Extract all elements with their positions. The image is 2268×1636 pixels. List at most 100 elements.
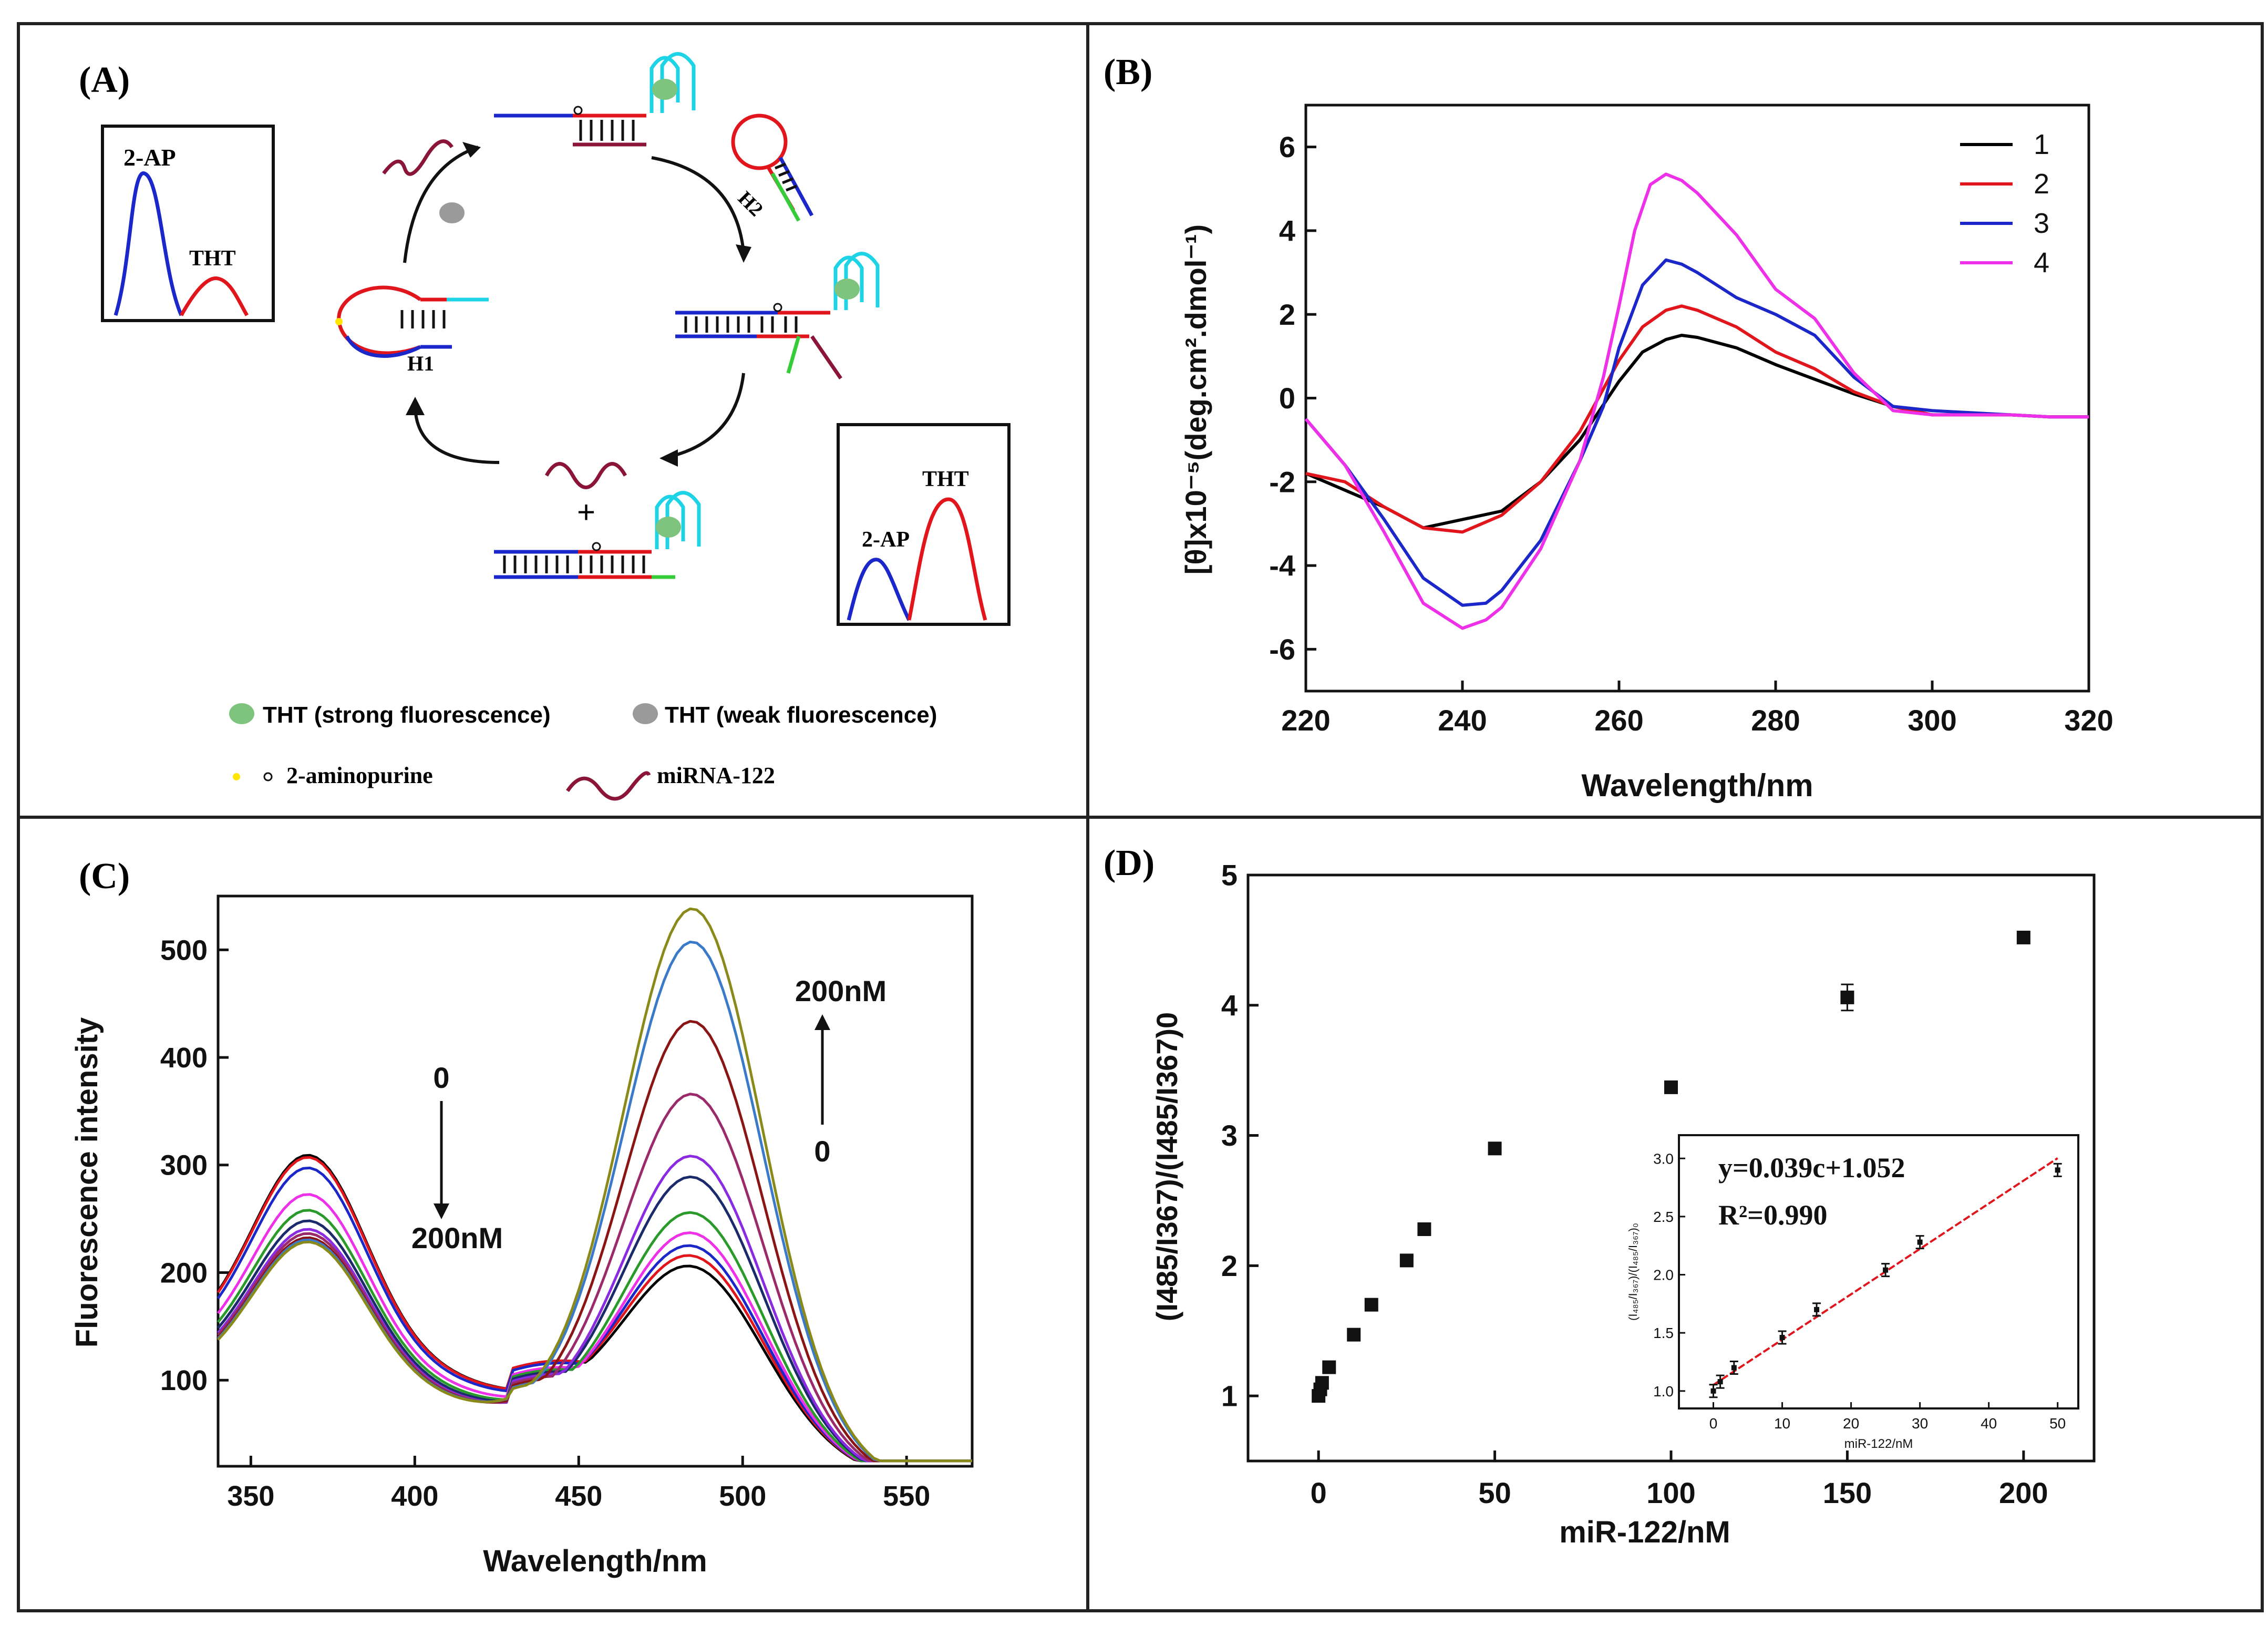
gray-tht-icon (439, 202, 465, 223)
chart-c-annotation-right-bottom: 0 (814, 1135, 830, 1168)
h2-loop (731, 114, 788, 170)
chart-b-y-tick-label: 6 (1279, 130, 1295, 163)
chart-b-x-tick-label: 280 (1751, 704, 1800, 737)
panel-label-a: (A) (79, 60, 130, 100)
chart-d-inset-x-tick-label: 40 (1981, 1415, 1997, 1432)
right-tht-icon (834, 279, 860, 300)
chart-d-inset-x-tick-label: 20 (1843, 1415, 1859, 1432)
chart-d-point-3 (1322, 1360, 1336, 1374)
chart-c-x-tick-label: 350 (227, 1480, 274, 1512)
chart-d-inset-point-2 (1731, 1365, 1737, 1371)
mirna-top-left (382, 139, 453, 176)
chart-c-series-line-c10 (217, 940, 972, 1463)
chart-d-point-9 (1664, 1080, 1678, 1094)
right-complex-2ap (773, 303, 782, 312)
h1-bonds (400, 310, 446, 328)
chart-d-inset-x-tick-label: 30 (1912, 1415, 1928, 1432)
chart-d-inset-point-4 (1814, 1306, 1820, 1312)
chart-b-y-tick-label: -6 (1269, 633, 1295, 666)
chart-c-series-line-c8 (217, 1093, 972, 1463)
chart-c-x-axis-label: Wavelength/nm (483, 1544, 707, 1578)
chart-d-x-tick-label: 0 (1311, 1476, 1327, 1509)
chart-b-legend-label-2: 2 (2034, 168, 2049, 200)
chart-c-x-tick-label: 450 (555, 1480, 602, 1512)
chart-d-y-tick-label: 3 (1221, 1119, 1238, 1152)
bottom-tht-icon (656, 517, 681, 538)
chart-d-x-tick-label: 50 (1478, 1476, 1511, 1509)
legend-tht-strong-icon (229, 703, 254, 724)
legend-mirna: miRNA-122 (657, 763, 775, 788)
chart-d-x-tick-label: 100 (1646, 1476, 1695, 1509)
inset-right-2ap-curve (847, 558, 911, 621)
chart-b-x-tick-label: 220 (1281, 704, 1330, 737)
chart-b-x-tick-label: 320 (2064, 704, 2113, 737)
panel-d-frame (1086, 816, 2264, 1612)
chart-d-inset-y-tick-label: 2.0 (1653, 1267, 1674, 1283)
inset-left-tht-curve (179, 276, 249, 316)
chart-b-y-tick-label: 2 (1279, 298, 1295, 331)
legend-aminopurine: 2-aminopurine (286, 763, 433, 788)
top-2ap-marker (573, 106, 583, 115)
chart-c: 350 400 450 500 550 100 200 300 400 500 Wavelength… (70, 894, 974, 1578)
panel-label-c: (C) (79, 856, 130, 897)
chart-c-y-tick-label: 500 (160, 934, 208, 966)
chart-d-x-axis-label: miR-122/nM (1559, 1515, 1730, 1549)
chart-c-x-tick-label: 550 (883, 1480, 930, 1512)
arrowhead-1 (462, 142, 481, 158)
chart-b-series-line-4 (1304, 172, 2089, 630)
chart-b-legend-label-3: 3 (2034, 208, 2049, 239)
chart-c-annotation-right-top: 200nM (795, 974, 886, 1007)
arrowhead-4 (406, 397, 425, 415)
chart-c-y-tick-label: 200 (160, 1257, 208, 1289)
arrowhead-3 (659, 449, 678, 467)
chart-d-inset-x-tick-label: 0 (1709, 1415, 1718, 1432)
chart-b: 220 240 260 280 300 320 -6 -4 -2 0 2 4 6 Wavelength/n… (1179, 104, 2114, 803)
chart-d-inset-y-tick-label: 3.0 (1653, 1150, 1674, 1167)
panel-label-d: (D) (1104, 843, 1154, 883)
legend-mirna-icon (566, 771, 651, 801)
inset-left-box (101, 125, 275, 322)
chart-d-inset-y-tick-label: 1.0 (1653, 1383, 1674, 1400)
chart-b-y-tick-label: 4 (1279, 214, 1295, 248)
chart-c-arrow-up-head (815, 1014, 830, 1030)
chart-d-inset-x-tick-label: 10 (1774, 1415, 1790, 1432)
chart-d-inset-frame (1678, 1134, 2079, 1409)
chart-d-inset-x-axis-label: miR-122/nM (1844, 1437, 1913, 1451)
inset-right-box (837, 423, 1011, 626)
chart-c-arrow-down-head (434, 1203, 449, 1219)
bottom-complex-2ap (592, 542, 601, 551)
chart-d-inset-r2: R²=0.990 (1718, 1199, 1827, 1231)
chart-b-x-tick-label: 260 (1594, 704, 1643, 737)
chart-b-y-tick-label: -2 (1269, 465, 1295, 498)
chart-b-series-line-2 (1305, 304, 2089, 534)
chart-b-y-tick-label: -4 (1269, 549, 1295, 582)
panel-a-frame (17, 22, 1089, 819)
chart-d-inset-point-7 (2055, 1167, 2060, 1173)
chart-d-x-tick-label: 150 (1823, 1476, 1872, 1509)
right-complex-green (786, 336, 801, 374)
chart-d-y-tick-label: 5 (1221, 859, 1238, 892)
h2-bonds (775, 162, 797, 192)
chart-d-inset-y-tick-label: 1.5 (1653, 1325, 1674, 1341)
chart-b-x-tick-label: 240 (1438, 704, 1487, 737)
chart-c-series-line-c11 (217, 907, 972, 1463)
chart-d-point-2 (1315, 1376, 1329, 1390)
chart-b-x-axis-label: Wavelength/nm (1581, 768, 1813, 803)
cycle-arrow-bottom-left (414, 404, 500, 464)
chart-d-x-tick-label: 200 (1999, 1476, 2048, 1509)
chart-b-y-axis-label: [θ]x10⁻⁵(deg.cm².dmol⁻¹) (1179, 224, 1212, 574)
chart-d-point-5 (1364, 1298, 1378, 1312)
panel-label-b: (B) (1104, 52, 1152, 92)
chart-d-inset-y-tick-label: 2.5 (1653, 1209, 1674, 1225)
chart-c-annotation-left-top: 0 (433, 1061, 449, 1094)
chart-c-y-tick-label: 100 (160, 1365, 208, 1396)
top-duplex-bonds (579, 120, 635, 141)
chart-d-inset-point-1 (1717, 1379, 1723, 1385)
bottom-gquad-icon (655, 491, 701, 549)
legend-tht-weak: THT (weak fluorescence) (665, 702, 937, 728)
legend-2ap-dot-white (263, 772, 273, 781)
mirna-bottom (544, 462, 627, 489)
legend-tht-weak-icon (633, 703, 658, 724)
inset-right-tht-label: THT (922, 467, 969, 491)
